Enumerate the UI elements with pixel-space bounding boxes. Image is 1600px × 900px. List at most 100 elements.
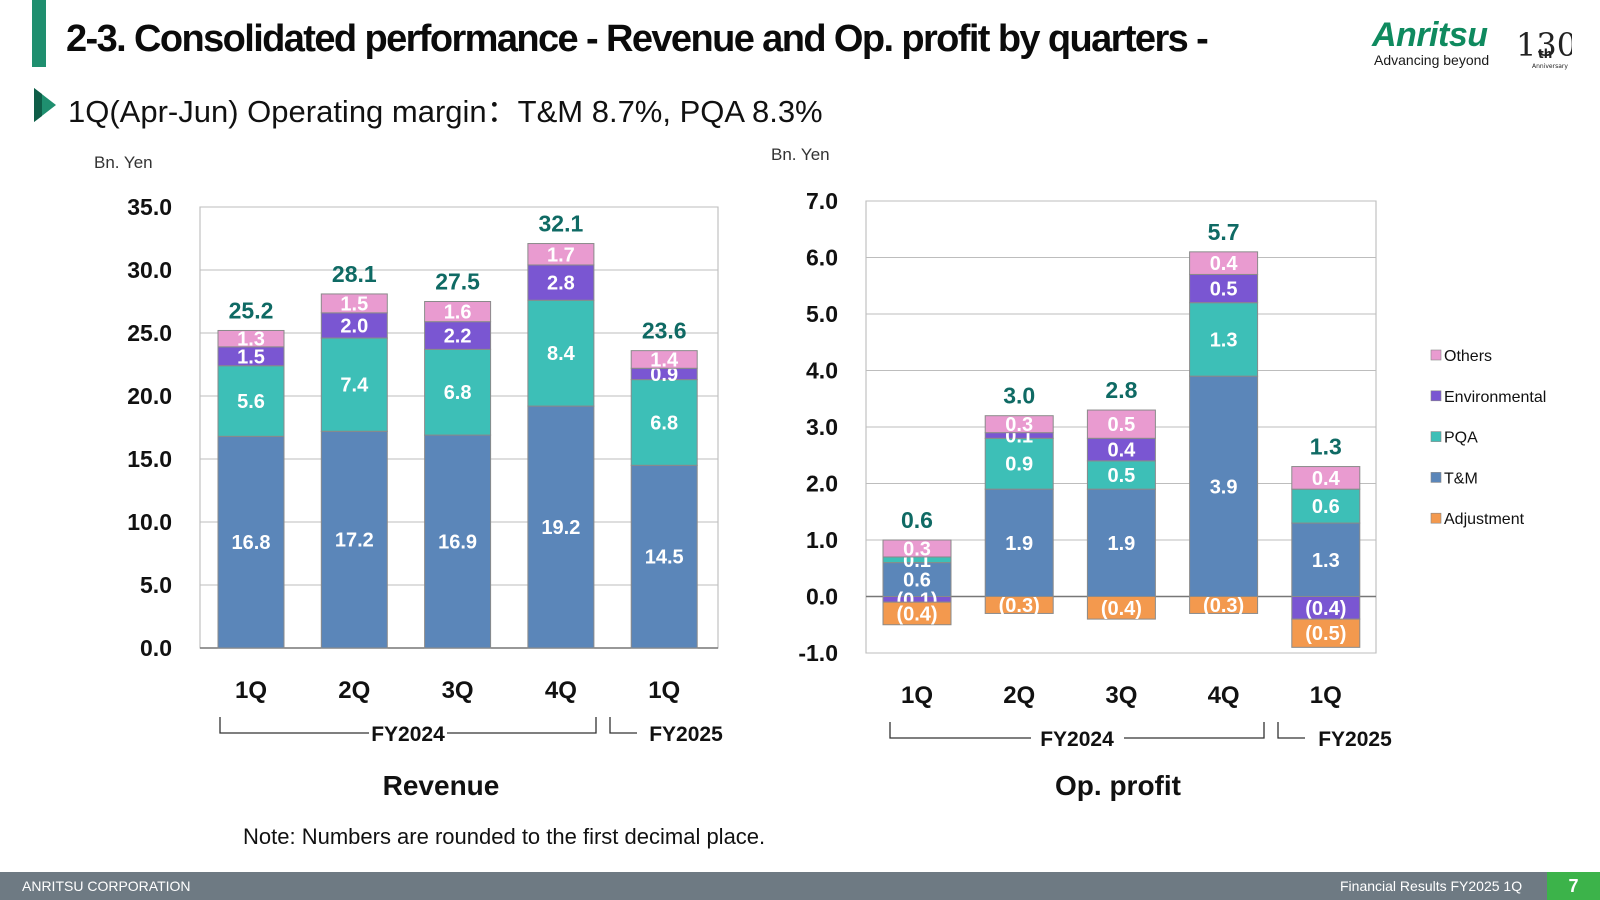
bar-segment-adjustment [1291,618,1361,648]
bar-segment-tm [217,435,285,649]
revenue-chart: 0.0 5.0 10.0 15.0 20.0 25.0 30.0 35.0 Bn. Yen 16.… [94,153,723,801]
anniversary-emblem: 130 th Anniversary [1516,26,1572,70]
bar-segment-tm [882,562,952,597]
segment-label-others: 1.5 [340,293,368,315]
bar-segment-pqa [1291,488,1361,524]
y-tick-label: 20.0 [127,383,172,409]
bar-segment-others [1086,409,1156,439]
total-label: 32.1 [539,211,584,237]
category-label: 1Q [1310,682,1342,709]
segment-label-environmental: (0.4) [1305,598,1346,620]
segment-label-tm: 19.2 [541,517,580,539]
y-tick-label: 3.0 [806,414,838,440]
total-label: 2.8 [1105,377,1137,403]
segment-label-pqa: 0.5 [1107,465,1135,487]
legend-label-adjustment: Adjustment [1444,511,1525,528]
segment-label-adjustment: (0.4) [1101,598,1142,620]
legend-label-pqa: PQA [1444,430,1478,447]
bar-segment-adjustment [1086,596,1156,620]
segment-label-environmental: 0.9 [650,364,678,386]
fiscal-year-bracket [219,717,597,734]
segment-label-pqa: 1.3 [1210,329,1238,351]
bar-segment-pqa [424,348,492,436]
logo-wordmark: Anritsu [1372,16,1488,54]
bar-segment-pqa [630,379,698,466]
category-label: 1Q [235,677,267,704]
category-label: 3Q [1105,682,1137,709]
segment-label-others: 1.4 [650,349,679,371]
legend-label-environmental: Environmental [1444,389,1546,406]
fiscal-year-label: FY2025 [649,723,723,746]
y-tick-label: 5.0 [140,572,172,598]
segment-label-others: 1.6 [444,302,472,324]
y-tick-label: 30.0 [127,257,172,283]
chart-title: Op. profit [1055,770,1181,801]
segment-label-others: 0.3 [903,538,931,560]
legend-label-others: Others [1444,348,1492,365]
segment-label-environmental: 2.2 [444,326,472,348]
anniversary-suffix: th [1538,47,1552,61]
fiscal-year-bracket [1277,722,1305,739]
segment-label-tm: 1.9 [1107,533,1135,555]
segment-label-tm: 0.6 [903,570,931,592]
title-accent-bar [32,0,46,67]
segment-label-others: 0.4 [1210,253,1239,275]
segment-label-environmental: 0.4 [1107,440,1136,462]
legend-swatch-others [1430,349,1442,361]
segment-label-tm: 14.5 [645,547,684,569]
footer-bar: ANRITSU CORPORATION Financial Results FY… [0,872,1600,900]
fiscal-year-bracket [889,722,1265,739]
segment-label-tm: 1.9 [1005,533,1033,555]
bar-segment-others [882,539,952,558]
legend-swatch-pqa [1430,431,1442,442]
bar-segment-tm [1086,488,1156,597]
legend-swatch-environmental [1430,390,1442,402]
footer-company: ANRITSU CORPORATION [22,878,191,894]
segment-label-tm: 3.9 [1210,476,1238,498]
segment-label-adjustment: (0.4) [896,603,937,625]
segment-label-pqa: 6.8 [650,412,678,434]
fiscal-year-label: FY2024 [371,723,445,746]
chart-legend: Others Environmental PQA T&M Adjustment [1430,348,1546,528]
y-tick-label: 5.0 [806,301,838,327]
bar-segment-pqa [1086,460,1156,490]
total-label: 28.1 [332,261,377,287]
bar-segment-tm [630,464,698,649]
segment-label-others: 1.3 [237,329,265,351]
bar-segment-pqa [1189,302,1259,377]
subtitle: 1Q(Apr-Jun) Operating margin：T&M 8.7%, P… [68,94,823,129]
bar-segment-others [1189,251,1259,275]
segment-label-environmental: 1.5 [237,346,265,368]
segment-label-environmental: 0.5 [1210,279,1238,301]
segment-label-pqa: 8.4 [547,343,576,365]
segment-label-tm: 1.3 [1312,550,1340,572]
y-tick-label: 35.0 [127,194,172,220]
segment-label-others: 1.7 [547,244,575,266]
bar-segment-tm [527,405,595,649]
total-label: 27.5 [435,269,480,295]
bar-segment-tm [1189,375,1259,597]
segment-label-others: 0.5 [1107,414,1135,436]
segment-label-others: 0.3 [1005,414,1033,436]
page-title: 2-3. Consolidated performance - Revenue … [66,18,1209,60]
anniversary-label: Anniversary [1532,63,1568,70]
unit-label: Bn. Yen [771,145,830,164]
category-label: 1Q [648,677,680,704]
segment-label-environmental: 2.0 [340,315,368,337]
y-tick-label: 0.0 [140,635,172,661]
y-tick-label: 2.0 [806,471,838,497]
segment-label-adjustment: (0.3) [999,595,1040,617]
fiscal-year-label: FY2025 [1318,728,1392,751]
bar-segment-environmental [527,264,595,301]
segment-label-adjustment: (0.3) [1203,595,1244,617]
y-tick-label: 25.0 [127,320,172,346]
bar-segment-adjustment [984,596,1054,614]
total-label: 23.6 [642,318,687,344]
category-label: 2Q [338,677,370,704]
bar-segment-adjustment [1189,596,1259,614]
total-label: 0.6 [901,507,933,533]
anniversary-number: 130 [1516,26,1572,64]
y-tick-label: -1.0 [798,640,838,666]
bar-segment-tm [1291,522,1361,597]
